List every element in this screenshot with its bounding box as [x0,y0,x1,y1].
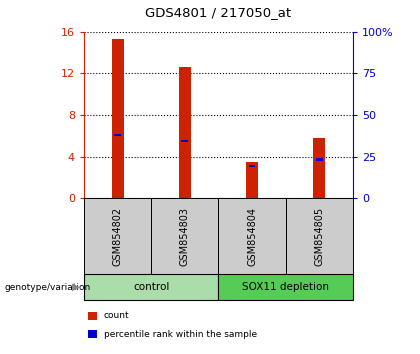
Text: percentile rank within the sample: percentile rank within the sample [104,330,257,339]
Text: GSM854805: GSM854805 [314,207,324,266]
Text: GSM854802: GSM854802 [113,207,123,266]
Bar [112,39,123,198]
Text: ▶: ▶ [72,282,79,292]
Bar [179,67,191,198]
Text: count: count [104,311,129,320]
Text: SOX11 depletion: SOX11 depletion [242,282,329,292]
Text: GSM854803: GSM854803 [180,207,190,266]
Text: genotype/variation: genotype/variation [4,282,90,292]
Text: GSM854804: GSM854804 [247,207,257,266]
Bar [246,162,258,198]
Bar [316,159,323,161]
Bar [313,138,325,198]
Text: GDS4801 / 217050_at: GDS4801 / 217050_at [145,6,291,19]
Bar [181,140,188,142]
Bar [249,165,255,167]
Bar [114,133,121,136]
Text: control: control [133,282,169,292]
